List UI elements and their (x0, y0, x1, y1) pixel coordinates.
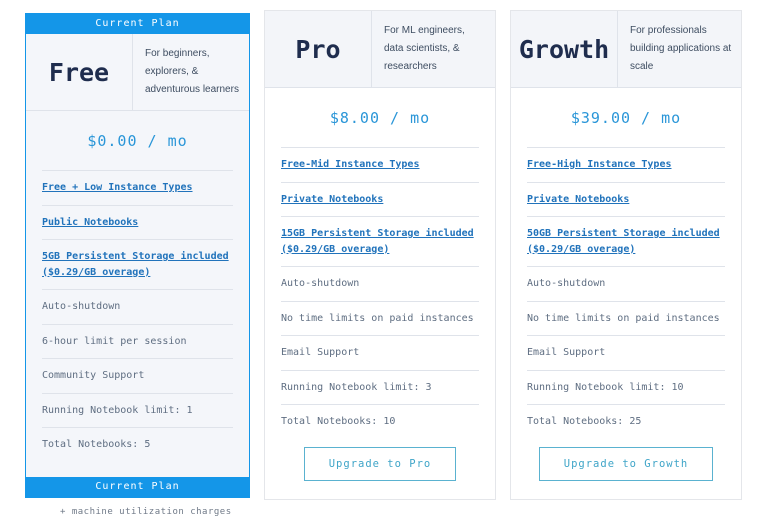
current-plan-banner-top: Current Plan (26, 14, 249, 34)
feature-link-item: Public Notebooks (42, 204, 233, 240)
plan-price: $0.00 / mo (87, 132, 188, 150)
spacer (511, 439, 741, 448)
feature-link[interactable]: 50GB Persistent Storage included ($0.29/… (527, 228, 720, 255)
feature-link-item: Private Notebooks (281, 181, 479, 217)
feature-item: Total Notebooks: 25 (527, 404, 725, 439)
feature-item: Community Support (42, 358, 233, 393)
plan-name: Growth (511, 11, 618, 87)
feature-link[interactable]: Private Notebooks (527, 193, 630, 205)
feature-link-item: Free-Mid Instance Types (281, 147, 479, 182)
feature-link[interactable]: Public Notebooks (42, 216, 139, 228)
feature-item: Email Support (281, 335, 479, 370)
feature-item: Running Notebook limit: 3 (281, 369, 479, 405)
feature-item: No time limits on paid instances (527, 300, 725, 336)
plan-card-pro: Pro For ML engineers, data scientists, &… (264, 10, 496, 500)
feature-item: No time limits on paid instances (281, 300, 479, 336)
plan-header: Pro For ML engineers, data scientists, &… (265, 11, 495, 88)
plan-header: Growth For professionals building applic… (511, 11, 741, 88)
feature-link-item: Free + Low Instance Types (42, 170, 233, 205)
feature-item: Running Notebook limit: 1 (42, 392, 233, 428)
plan-description: For professionals building applications … (630, 25, 732, 72)
spacer (265, 439, 495, 448)
pricing-row: Current Plan Free For beginners, explore… (25, 10, 742, 500)
feature-list: Free + Low Instance Types Public Notebook… (42, 170, 233, 462)
feature-link[interactable]: 5GB Persistent Storage included ($0.29/G… (42, 251, 229, 278)
plan-description: For ML engineers, data scientists, & res… (384, 25, 465, 72)
current-plan-banner-bottom: Current Plan (26, 477, 249, 497)
plan-card-growth: Growth For professionals building applic… (510, 10, 742, 500)
feature-list: Free-High Instance Types Private Notebook… (527, 147, 725, 439)
feature-link[interactable]: 15GB Persistent Storage included ($0.29/… (281, 228, 474, 255)
feature-link[interactable]: Private Notebooks (281, 193, 384, 205)
feature-item: 6-hour limit per session (42, 323, 233, 359)
plan-name: Free (26, 34, 133, 110)
feature-item: Total Notebooks: 5 (42, 427, 233, 462)
feature-link[interactable]: Free-Mid Instance Types (281, 159, 420, 170)
feature-link-item: Free-High Instance Types (527, 147, 725, 182)
plan-price: $39.00 / mo (570, 109, 682, 127)
feature-item: Auto-shutdown (42, 289, 233, 324)
cta-container: Upgrade to Growth (511, 447, 741, 499)
plan-header: Free For beginners, explorers, & adventu… (26, 34, 249, 111)
plan-name: Pro (265, 11, 372, 87)
feature-link-item: 5GB Persistent Storage included ($0.29/G… (42, 239, 233, 289)
plan-card-free: Current Plan Free For beginners, explore… (25, 13, 250, 498)
footnote: + machine utilization charges (60, 507, 232, 517)
feature-link[interactable]: Free-High Instance Types (527, 159, 672, 170)
plan-price: $8.00 / mo (329, 109, 431, 127)
feature-link-item: Private Notebooks (527, 181, 725, 217)
feature-item: Auto-shutdown (281, 266, 479, 301)
feature-item: Email Support (527, 335, 725, 370)
feature-link-item: 50GB Persistent Storage included ($0.29/… (527, 216, 725, 266)
upgrade-to-pro-button[interactable]: Upgrade to Pro (303, 447, 457, 481)
plan-description: For beginners, explorers, & adventurous … (145, 48, 239, 95)
spacer (26, 462, 249, 478)
feature-item: Total Notebooks: 10 (281, 404, 479, 439)
feature-list: Free-Mid Instance Types Private Notebooks… (281, 147, 479, 439)
feature-link[interactable]: Free + Low Instance Types (42, 182, 193, 193)
feature-link-item: 15GB Persistent Storage included ($0.29/… (281, 216, 479, 266)
feature-item: Auto-shutdown (527, 266, 725, 301)
upgrade-to-growth-button[interactable]: Upgrade to Growth (538, 447, 714, 481)
cta-container: Upgrade to Pro (265, 447, 495, 499)
feature-item: Running Notebook limit: 10 (527, 369, 725, 405)
